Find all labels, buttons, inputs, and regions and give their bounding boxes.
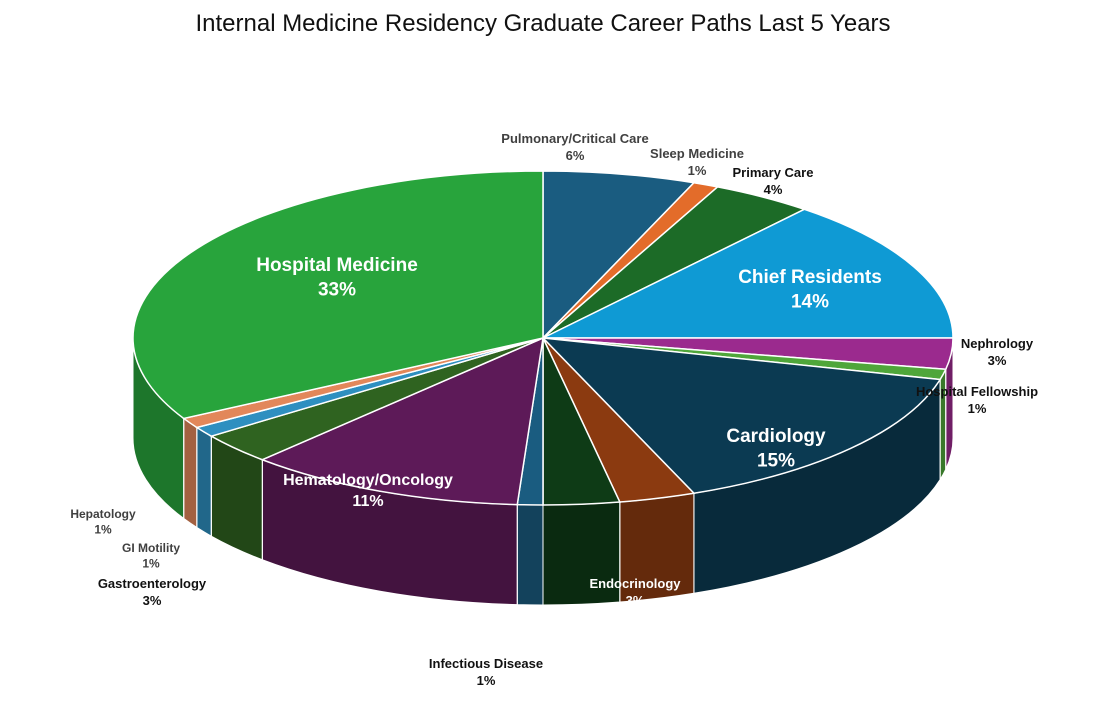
slice-label-primary-care: Primary Care	[733, 165, 814, 180]
pie-labels: Pulmonary/Critical Care 6% Sleep Medicine 1…	[70, 131, 1038, 688]
slice-value-hepatology: 1%	[94, 523, 112, 537]
slice-value-hematology-oncology: 11%	[352, 493, 383, 510]
slice-label-pulmonary-critical-care: Pulmonary/Critical Care	[501, 131, 648, 146]
slice-label-hepatology: Hepatology	[70, 507, 136, 521]
slice-label-hospital-fellowship: Hospital Fellowship	[916, 384, 1038, 399]
slice-label-nephrology: Nephrology	[961, 336, 1034, 351]
slice-value-endocrinology: 3%	[626, 593, 645, 608]
slice-label-gastroenterology: Gastroenterology	[98, 576, 207, 591]
slice-value-gastroenterology: 3%	[143, 593, 162, 608]
slice-label-sleep-medicine: Sleep Medicine	[650, 146, 744, 161]
slice-label-chief-residents: Chief Residents	[738, 267, 882, 288]
pie-slice-chief-residents	[542, 208, 954, 339]
slice-value-sleep-medicine: 1%	[688, 163, 707, 178]
slice-value-pulmonary-critical-care: 6%	[566, 148, 585, 163]
slice-value-chief-residents: 14%	[791, 292, 829, 313]
slice-value-hospital-medicine: 33%	[318, 280, 356, 301]
slice-value-cardiology: 15%	[757, 451, 795, 472]
chart-title: Internal Medicine Residency Graduate Car…	[195, 10, 891, 37]
slice-label-hospital-medicine: Hospital Medicine	[256, 255, 418, 276]
pie-slice-hematology-oncology	[260, 336, 544, 506]
slice-value-infectious-disease: 1%	[477, 673, 496, 688]
pie-slice-pulmonary-critical-care	[542, 170, 696, 340]
slice-label-hematology-oncology: Hematology/Oncology	[283, 472, 453, 489]
pie-side-hepatology	[183, 417, 198, 529]
slice-label-cardiology: Cardiology	[726, 426, 826, 447]
slice-label-rheumatology: Rheumatology	[498, 608, 589, 623]
slice-label-infectious-disease: Infectious Disease	[429, 656, 543, 671]
pie-side-infectious-disease	[516, 504, 544, 606]
pie-edges	[183, 338, 954, 605]
slice-value-hospital-fellowship: 1%	[968, 401, 987, 416]
slice-value-nephrology: 3%	[988, 353, 1007, 368]
pie-tops	[132, 170, 954, 506]
pie-side-gi-motility	[196, 426, 212, 538]
slice-label-endocrinology: Endocrinology	[590, 576, 682, 591]
slice-value-primary-care: 4%	[764, 182, 783, 197]
slice-value-rheumatology: 3%	[534, 625, 553, 640]
pie-slice-cardiology	[541, 337, 942, 495]
slice-label-gi-motility: GI Motility	[122, 541, 180, 555]
pie-slice-hospital-medicine	[132, 170, 544, 420]
slice-value-gi-motility: 1%	[142, 557, 160, 571]
